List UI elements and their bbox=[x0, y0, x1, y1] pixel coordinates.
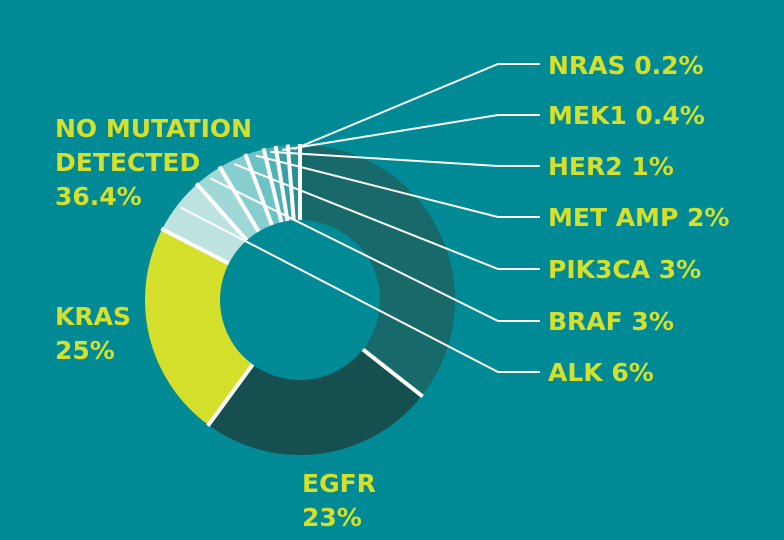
slice-labels: NRAS 0.2% MEK1 0.4% HER2 1% MET AMP 2% PIK3C… bbox=[55, 51, 729, 532]
leader-met-amp bbox=[255, 154, 540, 218]
slice-egfr bbox=[145, 229, 253, 426]
leader-alk bbox=[180, 206, 540, 373]
label-pik3ca: PIK3CA 3% bbox=[548, 255, 701, 284]
separator-alk bbox=[194, 182, 249, 242]
separator-pik3ca bbox=[243, 153, 274, 226]
separator-braf bbox=[217, 165, 261, 233]
label-her2: HER2 1% bbox=[548, 152, 674, 181]
separator-egfr bbox=[160, 226, 230, 266]
separator-mek1 bbox=[285, 144, 296, 221]
leader-mek1 bbox=[282, 114, 540, 152]
separator-no-mutation-detected bbox=[361, 347, 424, 398]
separator-met-amp bbox=[261, 147, 284, 223]
leader-braf bbox=[209, 177, 540, 322]
label-no-mutation-detected: NO MUTATION DETECTED 36.4% bbox=[55, 114, 252, 211]
label-alk: ALK 6% bbox=[548, 358, 654, 387]
slice-pik3ca bbox=[219, 154, 272, 232]
leader-lines bbox=[180, 63, 540, 373]
separator-kras bbox=[206, 363, 255, 428]
label-mek1: MEK1 0.4% bbox=[548, 101, 705, 130]
label-met-amp: MET AMP 2% bbox=[548, 203, 729, 232]
donut-slices bbox=[145, 145, 455, 456]
slice-braf bbox=[196, 167, 259, 241]
slice-alk bbox=[162, 184, 247, 264]
leader-nras bbox=[293, 63, 540, 151]
leader-her2 bbox=[270, 150, 540, 167]
label-kras: KRAS 25% bbox=[55, 302, 131, 365]
label-egfr: EGFR 23% bbox=[302, 469, 376, 532]
label-nras: NRAS 0.2% bbox=[548, 51, 704, 80]
leader-pik3ca bbox=[233, 163, 540, 270]
slice-met-amp bbox=[245, 149, 282, 226]
slice-kras bbox=[208, 349, 422, 456]
label-braf: BRAF 3% bbox=[548, 307, 674, 336]
slice-separators bbox=[160, 144, 424, 428]
slice-no-mutation-detected bbox=[300, 145, 455, 396]
